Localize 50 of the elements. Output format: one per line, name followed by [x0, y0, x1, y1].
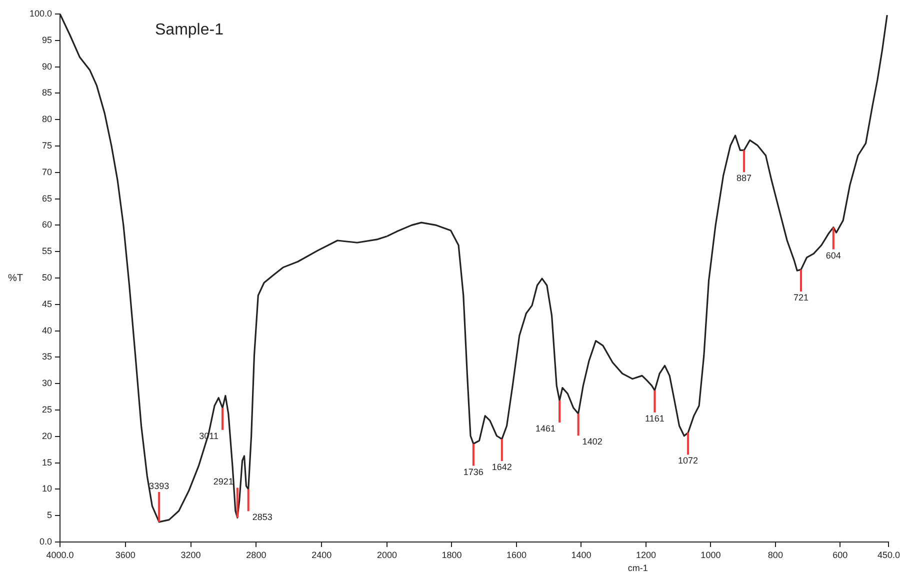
annotation: 2853 — [252, 512, 272, 522]
x-tick-label: 2800 — [246, 550, 266, 560]
y-tick-label: 60 — [42, 220, 52, 230]
annotation: 3393 — [149, 480, 170, 491]
y-tick-label: 40 — [42, 325, 52, 336]
y-tick-label: 95 — [42, 34, 52, 45]
annotation: 1736 — [463, 466, 484, 477]
annotation: 604 — [826, 250, 841, 260]
annotation: 1642 — [492, 462, 512, 472]
y-tick-label: 70 — [42, 166, 52, 177]
annotation: 1402 — [582, 436, 602, 447]
x-tick-label: 800 — [768, 550, 783, 560]
x-tick-label: 1600 — [506, 550, 526, 560]
y-tick-label: 0.0 — [39, 536, 52, 546]
y-tick-label: 80 — [42, 114, 52, 124]
x-tick-label: 3200 — [180, 550, 201, 560]
x-tick-label: 450.0 — [877, 550, 900, 560]
chart-title: Sample-1 — [155, 21, 224, 38]
y-tick-label: 25 — [42, 404, 52, 414]
y-tick-label: 15 — [42, 457, 52, 468]
y-tick-label: 90 — [42, 61, 52, 72]
y-tick-label: 55 — [42, 246, 52, 256]
annotation: 1161 — [645, 413, 664, 424]
y-tick-label: 30 — [42, 378, 52, 388]
x-tick-label: 2400 — [312, 550, 332, 560]
annotation: 721 — [793, 292, 809, 303]
y-tick-label: 75 — [42, 140, 52, 150]
y-tick-label: 45 — [42, 298, 52, 309]
y-tick-label: 20 — [42, 430, 52, 441]
y-tick-label: 10 — [42, 484, 52, 494]
x-tick-label: 4000.0 — [46, 550, 74, 560]
y-tick-label: 100.0 — [29, 8, 52, 18]
y-tick-label: 35 — [42, 352, 52, 362]
y-axis-title: %T — [8, 272, 23, 284]
x-axis-title: cm-1 — [628, 563, 648, 574]
x-tick-label: 1800 — [442, 550, 462, 560]
annotation: 1461 — [535, 423, 556, 434]
y-tick-label: 5 — [46, 510, 52, 520]
y-tick-label: 65 — [42, 193, 52, 204]
y-tick-label: 50 — [42, 272, 52, 282]
x-tick-label: 3600 — [115, 550, 136, 560]
x-tick-label: 1200 — [636, 550, 656, 560]
y-tick-label: 85 — [42, 88, 52, 98]
x-tick-label: 1400 — [571, 550, 592, 560]
x-tick-label: 1000 — [700, 550, 721, 560]
annotation: 887 — [736, 173, 752, 184]
x-tick-label: 2000 — [376, 550, 398, 560]
annotation: 2921 — [213, 476, 234, 487]
x-tick-label: 600 — [832, 550, 848, 560]
annotation: 1072 — [678, 456, 698, 466]
